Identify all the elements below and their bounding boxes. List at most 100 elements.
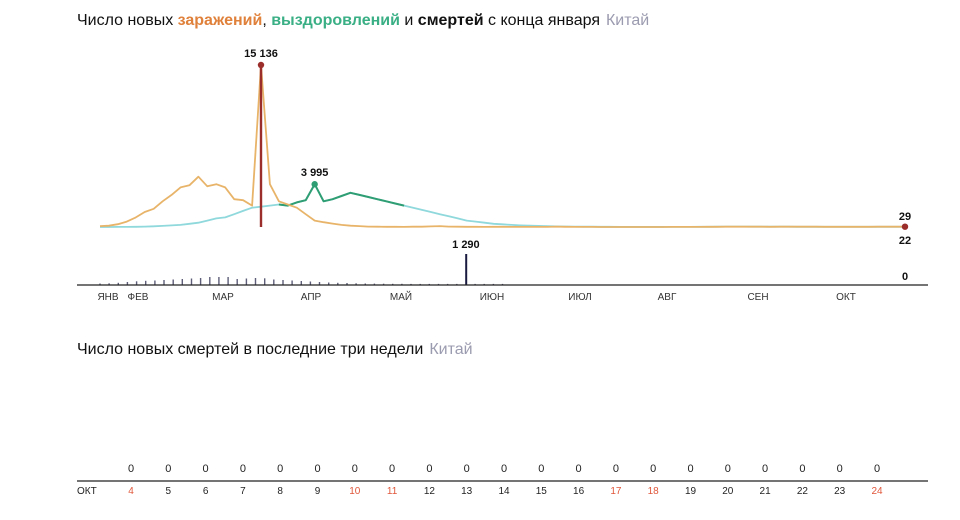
series-line-infections [99,64,905,228]
day-value-label: 0 [165,463,171,475]
day-value-label: 0 [613,463,619,475]
death-bar-7 [163,280,165,285]
day-value-label: 0 [501,463,507,475]
main-chart: ЯНВ ФЕВ МАР АПР МАЙ ИЮН ИЮЛ АВГ СЕН ОКТ 15 136 3 99… [77,48,928,303]
death-bar-29 [364,283,366,285]
day-tick-label: 14 [498,486,510,497]
day-value-label: 0 [277,463,283,475]
title-recoveries: выздоровлений [271,12,400,29]
day-tick-label: 11 [387,486,398,497]
day-value-label: 0 [426,463,432,475]
day-value-label: 0 [837,463,843,475]
title-sep: , [262,12,272,29]
title2-country: Китай [429,341,473,358]
day-tick-label: 7 [240,486,246,497]
death-bar-28 [355,283,357,286]
month-tick-label: МАР [212,292,234,303]
month-tick-label: ОКТ [836,292,856,303]
death-bar-22 [300,281,302,285]
death-bar-5 [145,280,147,286]
day-tick-label: 9 [315,486,321,497]
day-tick-label: 22 [797,486,809,497]
title2-main: Число новых смертей в последние три неде… [77,341,424,358]
death-bar-10 [190,278,193,285]
month-tick-label: АПР [301,292,322,303]
death-bar-4 [135,281,138,286]
chart1-title: Число новых заражений, выздоровлений и с… [77,12,649,30]
death-bar-16 [245,278,248,285]
day-value-label: 0 [203,463,209,475]
end-marker [901,223,909,230]
day-tick-label: 12 [424,486,436,497]
series-line-recoveries-highlight [278,183,405,207]
death-bar-26 [337,282,339,286]
death-bar-21 [291,280,293,285]
death-bar-30 [373,283,376,285]
title-prefix: Число новых [77,12,178,29]
death-bar-0 [99,283,101,285]
death-bar-8 [172,279,174,285]
death-bar-13 [218,277,220,285]
title-country: Китай [605,12,650,29]
day-tick-label: 19 [685,486,697,497]
title-infections: заражений [177,12,263,29]
day-value-label: 0 [762,463,768,475]
death-bar-17 [254,278,257,285]
day-tick-label: 16 [573,486,585,497]
day-value-label: 0 [464,463,470,475]
death-bar-2 [117,282,119,286]
death-bar-40 [465,254,468,285]
death-bar-24 [318,282,321,285]
death-bar-6 [154,280,156,285]
death-bar-27 [346,283,348,285]
death-bar-12 [209,277,211,285]
death-bar-14 [227,277,229,285]
annotation-peak-recoveries: 3 995 [301,167,329,179]
day-value-label: 0 [874,463,880,475]
day-value-label: 0 [725,463,731,475]
annotation-peak-deaths: 1 290 [452,239,480,251]
day-tick-label: 18 [648,486,660,497]
day-tick-label: 6 [203,486,209,497]
day-value-label: 0 [576,463,582,475]
title-suffix: с конца января [483,12,600,29]
series-line-recoveries [100,183,905,228]
death-bar-15 [236,279,238,285]
title-deaths: смертей [417,12,484,29]
day-value-label: 0 [389,463,395,475]
day-value-label: 0 [650,463,656,475]
month-label-oct: ОКТ [77,486,97,497]
annotation-last-recoveries: 22 [899,235,911,247]
death-bar-18 [264,278,266,285]
chart2-title: Число новых смертей в последние три неде… [77,341,473,359]
day-value-label: 0 [538,463,544,475]
day-value-label: 0 [799,463,805,475]
death-bar-20 [282,280,284,285]
month-tick-label: МАЙ [390,290,412,303]
death-bar-19 [273,279,275,285]
death-bar-25 [328,282,330,285]
month-tick-label: ЯНВ [97,292,118,303]
month-tick-label: АВГ [658,292,677,303]
day-value-label: 0 [314,463,320,475]
annotation-last-deaths: 0 [902,271,908,283]
day-value-label: 0 [128,463,134,475]
peak-marker-recoveries [311,181,318,188]
day-tick-label: 17 [610,486,622,497]
day-value-label: 0 [240,463,246,475]
day-tick-label: 24 [871,486,883,497]
month-tick-label: СЕН [747,292,768,303]
day-tick-label: 4 [128,486,134,497]
day-tick-label: 15 [536,486,548,497]
death-bar-31 [382,283,385,285]
title-and: и [399,12,418,29]
death-bar-9 [181,279,183,285]
day-tick-label: 8 [277,486,283,497]
month-tick-label: ИЮН [480,292,505,303]
day-tick-label: 13 [461,486,473,497]
death-bar-1 [108,283,110,286]
day-value-label: 0 [687,463,693,475]
death-bar-3 [126,282,129,285]
death-bar-11 [199,278,202,285]
month-tick-label: ИЮЛ [568,292,591,303]
